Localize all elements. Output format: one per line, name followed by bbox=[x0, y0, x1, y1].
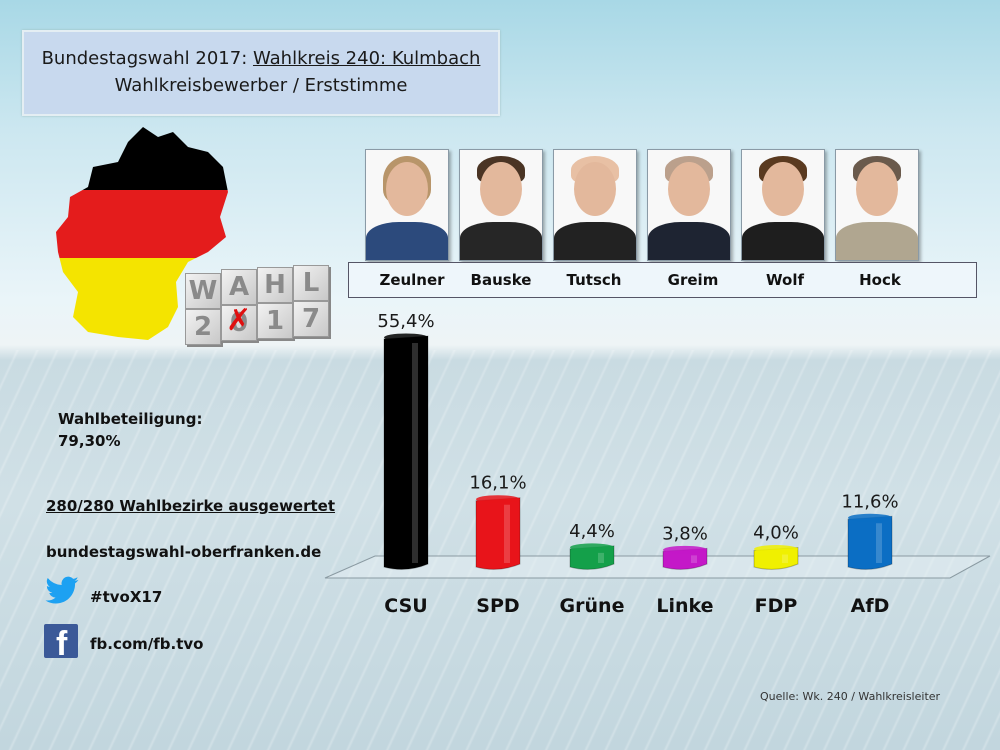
value-label: 3,8% bbox=[662, 523, 708, 544]
candidate-name: Greim bbox=[667, 271, 719, 289]
logo-cube: A bbox=[221, 269, 257, 305]
category-label: SPD bbox=[476, 595, 519, 617]
facebook-icon[interactable]: f bbox=[44, 624, 78, 658]
candidate-name: Hock bbox=[859, 271, 901, 289]
bar-afd bbox=[847, 515, 893, 570]
bar-highlight bbox=[876, 523, 882, 563]
candidate-photo-bauske bbox=[459, 149, 543, 261]
bar-highlight bbox=[504, 504, 510, 563]
germany-flag-map-icon bbox=[56, 127, 228, 340]
candidate-name: Zeulner bbox=[379, 271, 445, 289]
bar-cap bbox=[848, 513, 892, 522]
value-label: 16,1% bbox=[469, 473, 526, 494]
bar-highlight bbox=[598, 552, 604, 563]
category-label: FDP bbox=[755, 595, 798, 617]
website-link[interactable]: bundestagswahl-oberfranken.de bbox=[46, 543, 322, 561]
category-label: CSU bbox=[384, 595, 427, 617]
logo-cube: 1 bbox=[257, 303, 293, 339]
title-prefix: Bundestagswahl 2017: bbox=[41, 48, 253, 69]
value-label: 4,4% bbox=[569, 521, 615, 542]
source-note: Quelle: Wk. 240 / Wahlkreisleiter bbox=[760, 690, 941, 703]
bar-highlight bbox=[412, 343, 418, 563]
candidate-photo-zeulner bbox=[365, 149, 449, 261]
twitter-bird-icon[interactable] bbox=[42, 573, 82, 609]
bar-grüne bbox=[569, 545, 615, 570]
logo-cube: 7 bbox=[293, 301, 329, 337]
candidate-photo-wolf bbox=[741, 149, 825, 261]
candidate-name: Tutsch bbox=[566, 271, 622, 289]
candidate-photo-greim bbox=[647, 149, 731, 261]
cross-mark-icon: ✗ bbox=[226, 303, 252, 338]
value-label: 4,0% bbox=[753, 523, 799, 544]
category-label: Grüne bbox=[560, 595, 625, 617]
turnout-value: 79,30% bbox=[58, 432, 121, 450]
category-label: Linke bbox=[656, 595, 713, 617]
category-label: AfD bbox=[851, 595, 890, 617]
value-label: 55,4% bbox=[377, 311, 434, 332]
title-box: Bundestagswahl 2017: Wahlkreis 240: Kulm… bbox=[22, 30, 500, 116]
logo-cube: 2 bbox=[185, 309, 221, 345]
logo-char: 0 bbox=[229, 308, 249, 338]
candidate-name: Bauske bbox=[470, 271, 532, 289]
bar-linke bbox=[662, 547, 708, 570]
bar-cap bbox=[663, 545, 707, 554]
bar-highlight bbox=[782, 554, 788, 563]
candidate-photo-tutsch bbox=[553, 149, 637, 261]
logo-cube: W bbox=[185, 273, 221, 309]
candidate-name: Wolf bbox=[766, 271, 804, 289]
twitter-handle[interactable]: #tvoX17 bbox=[90, 588, 163, 606]
districts-counted: 280/280 Wahlbezirke ausgewertet bbox=[46, 497, 336, 515]
bar-csu bbox=[383, 335, 429, 570]
bar-fdp bbox=[753, 547, 799, 570]
candidate-names-bar: Zeulner Bauske Tutsch Greim Wolf Hock bbox=[348, 262, 977, 298]
logo-cube-cross: 0 ✗ bbox=[221, 303, 257, 341]
bar-cap bbox=[570, 543, 614, 552]
facebook-link[interactable]: fb.com/fb.tvo bbox=[90, 635, 204, 653]
value-label: 11,6% bbox=[841, 491, 898, 512]
bar-spd bbox=[475, 497, 521, 570]
turnout-label: Wahlbeteiligung: bbox=[58, 410, 203, 428]
bar-highlight bbox=[691, 555, 697, 563]
logo-cube: H bbox=[257, 267, 293, 303]
facebook-f-glyph: f bbox=[56, 625, 68, 658]
title-link[interactable]: Wahlkreis 240: Kulmbach bbox=[252, 48, 481, 69]
subtitle: Wahlkreisbewerber / Erststimme bbox=[114, 75, 408, 96]
bar-cap bbox=[476, 495, 520, 504]
candidate-photo-hock bbox=[835, 149, 919, 261]
bar-cap bbox=[754, 545, 798, 554]
bar-cap bbox=[384, 333, 428, 342]
logo-cube: L bbox=[293, 265, 329, 301]
